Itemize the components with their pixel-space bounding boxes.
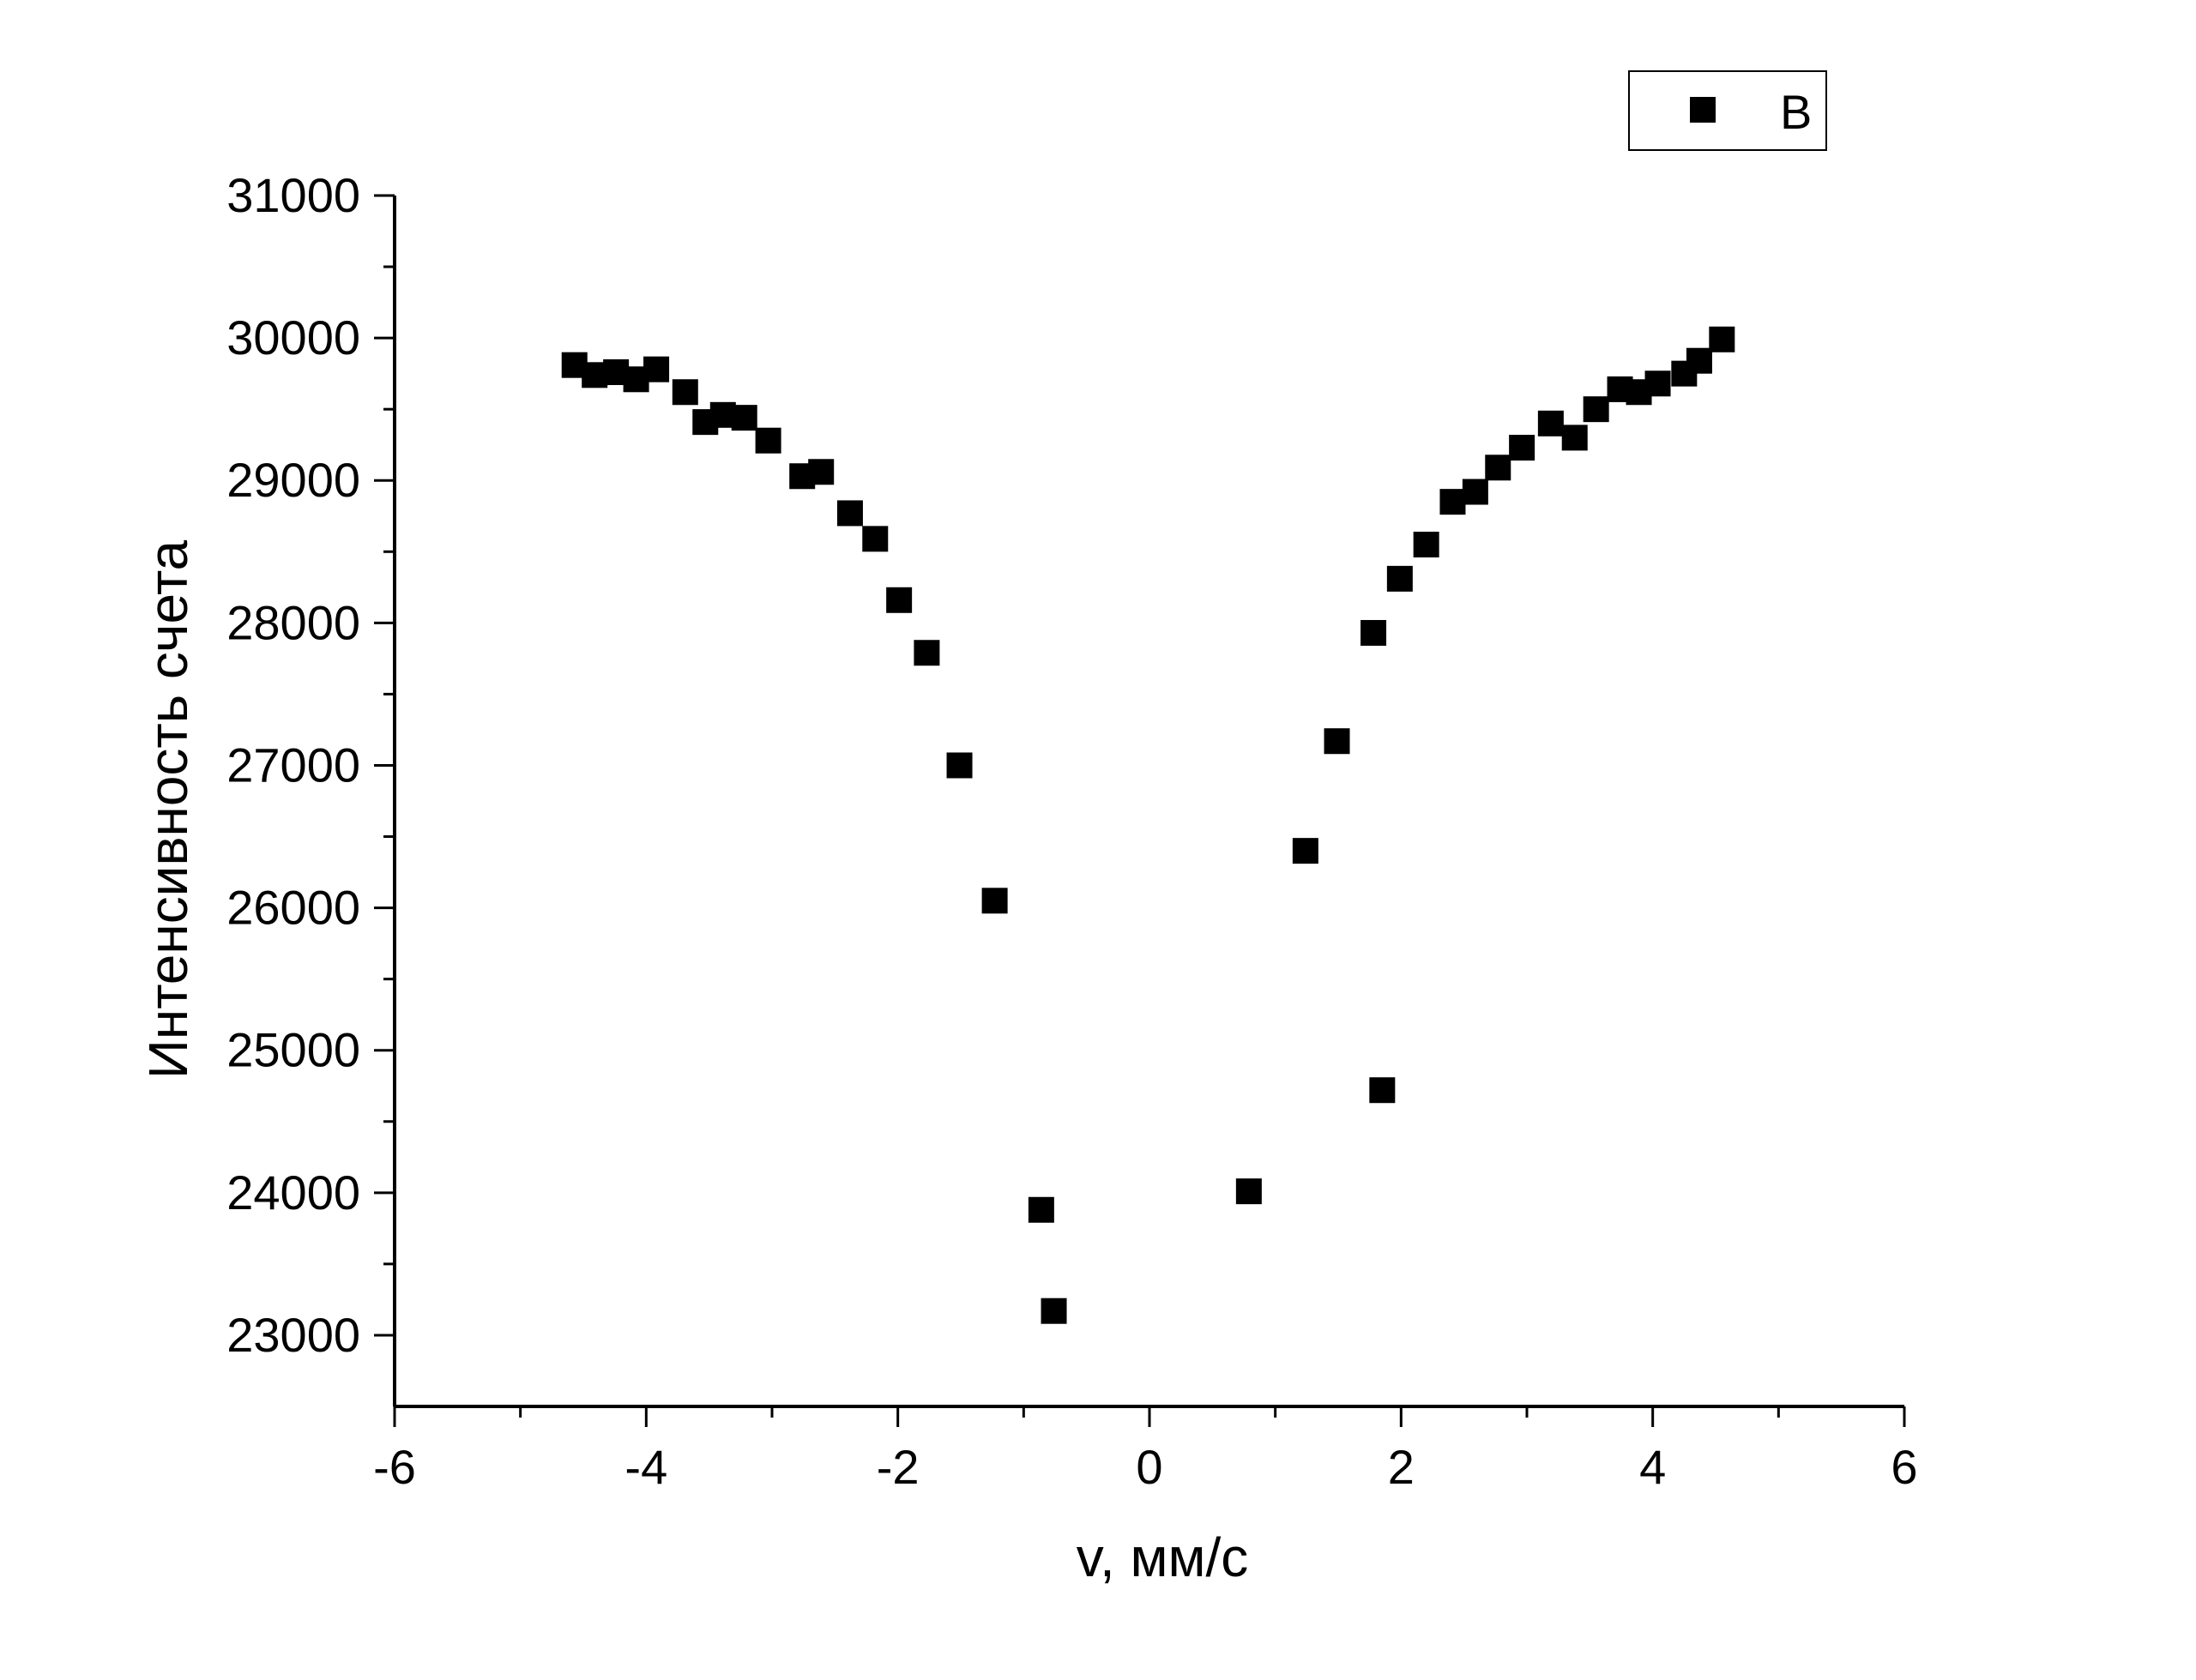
x-axis-ticks: -6 -4 -2 0 2 4 6 bbox=[373, 1406, 1918, 1494]
data-point bbox=[731, 405, 757, 431]
data-point bbox=[1041, 1298, 1067, 1324]
data-point bbox=[1413, 531, 1439, 557]
data-point bbox=[1537, 410, 1564, 437]
y-tick-label: 28000 bbox=[226, 595, 360, 649]
data-point bbox=[1292, 838, 1318, 864]
y-axis-ticks: 23000 24000 25000 26000 27000 28000 29000 30000… bbox=[226, 168, 395, 1362]
data-point bbox=[1686, 347, 1712, 374]
data-point bbox=[1561, 425, 1588, 451]
data-point bbox=[755, 427, 781, 454]
y-tick-label: 23000 bbox=[226, 1308, 360, 1362]
legend-marker-square bbox=[1690, 97, 1716, 123]
y-tick-label: 29000 bbox=[226, 453, 360, 507]
data-points bbox=[561, 326, 1735, 1324]
x-tick-label: -4 bbox=[624, 1440, 667, 1494]
data-point bbox=[1324, 728, 1350, 755]
x-axis-label: v, мм/с bbox=[1077, 1526, 1249, 1588]
data-point bbox=[672, 379, 698, 406]
x-tick-label: 4 bbox=[1639, 1440, 1666, 1494]
y-axis-label: Интенсивность счета bbox=[137, 539, 199, 1079]
y-tick-label: 27000 bbox=[226, 738, 360, 792]
data-point bbox=[981, 888, 1008, 914]
data-point bbox=[1028, 1196, 1054, 1223]
data-point bbox=[862, 526, 889, 552]
y-tick-label: 30000 bbox=[226, 310, 360, 364]
legend: B bbox=[1628, 70, 1827, 151]
y-tick-label: 24000 bbox=[226, 1165, 360, 1219]
data-point bbox=[1462, 479, 1488, 505]
y-tick-label: 31000 bbox=[226, 168, 360, 222]
data-point bbox=[1644, 370, 1671, 397]
data-point bbox=[886, 587, 913, 613]
x-tick-label: -6 bbox=[373, 1440, 416, 1494]
data-point bbox=[1439, 489, 1466, 515]
data-point bbox=[1709, 326, 1735, 352]
y-tick-label: 26000 bbox=[226, 881, 360, 935]
data-point bbox=[1386, 565, 1413, 592]
legend-series-label: B bbox=[1780, 85, 1812, 139]
data-point bbox=[836, 500, 863, 527]
x-tick-label: -2 bbox=[877, 1440, 920, 1494]
data-point bbox=[1369, 1077, 1396, 1104]
x-tick-label: 0 bbox=[1136, 1440, 1162, 1494]
data-point bbox=[946, 752, 973, 779]
data-point bbox=[1485, 455, 1511, 481]
data-point bbox=[1235, 1178, 1262, 1205]
data-point bbox=[914, 640, 940, 666]
data-point bbox=[643, 356, 670, 382]
data-point bbox=[1583, 396, 1609, 423]
data-point bbox=[1509, 435, 1535, 461]
legend-box bbox=[1628, 70, 1827, 151]
plot-area: -6 -4 -2 0 2 4 6 23000 24000 25000 26000 27000 2800… bbox=[226, 168, 1917, 1494]
x-tick-label: 6 bbox=[1891, 1440, 1917, 1494]
y-tick-label: 25000 bbox=[226, 1023, 360, 1077]
data-point bbox=[808, 459, 835, 485]
data-point bbox=[1360, 619, 1387, 646]
x-tick-label: 2 bbox=[1388, 1440, 1415, 1494]
